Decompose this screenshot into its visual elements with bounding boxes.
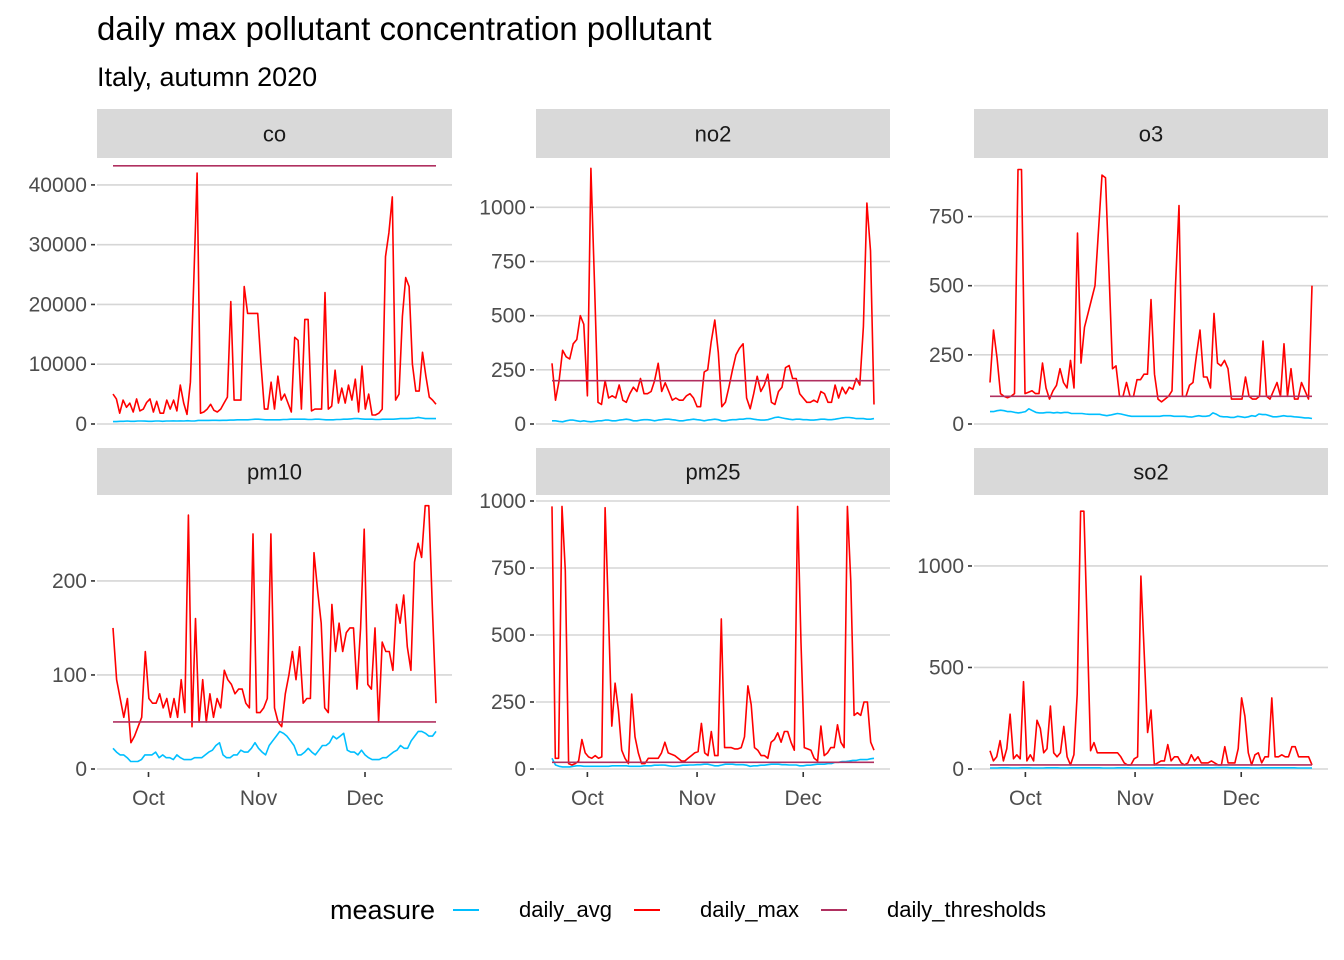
y-tick-label-pm10: 200 xyxy=(52,570,87,593)
legend-label-daily-thresholds: daily_thresholds xyxy=(887,897,1047,922)
y-tick-label-co: 10000 xyxy=(29,353,87,376)
y-tick-label-co: 20000 xyxy=(29,293,87,316)
chart-title: daily max pollutant concentration pollut… xyxy=(97,10,712,47)
legend-item-daily-max: daily_max xyxy=(634,897,799,923)
y-tick-label-no2: 1000 xyxy=(479,196,526,219)
y-tick-label-so2: 1000 xyxy=(917,555,964,578)
facet-strip-so2 xyxy=(974,448,1328,495)
facet-strip-pm25 xyxy=(536,448,890,495)
series-daily-avg-o3 xyxy=(990,408,1313,420)
y-tick-label-no2: 750 xyxy=(491,251,526,274)
facet-strip-pm10 xyxy=(97,448,452,495)
facet-strip-o3 xyxy=(974,109,1328,158)
series-daily-max-co xyxy=(112,172,437,416)
facet-label-pm10: pm10 xyxy=(247,460,302,485)
x-tick-label-pm10: Nov xyxy=(240,787,278,810)
y-tick-label-pm25: 250 xyxy=(491,691,526,714)
y-tick-label-pm25: 750 xyxy=(491,557,526,580)
legend-label-daily-max: daily_max xyxy=(700,897,800,922)
legend-key-daily-max xyxy=(634,909,660,911)
y-tick-label-pm25: 1000 xyxy=(479,490,526,513)
series-daily-avg-no2 xyxy=(552,416,875,423)
legend-item-daily-thresholds: daily_thresholds xyxy=(821,897,1046,923)
series-daily-max-pm25 xyxy=(551,505,875,766)
y-tick-label-o3: 250 xyxy=(929,344,964,367)
facet-label-so2: so2 xyxy=(1133,460,1168,485)
legend-label-daily-avg: daily_avg xyxy=(519,897,612,922)
legend-item-daily-avg: daily_avg xyxy=(453,897,612,923)
y-tick-label-so2: 500 xyxy=(929,656,964,679)
x-tick-label-pm25: Nov xyxy=(678,787,716,810)
y-tick-label-pm10: 0 xyxy=(75,758,87,781)
x-tick-label-pm25: Dec xyxy=(785,787,822,810)
legend: measure daily_avg daily_max daily_thresh… xyxy=(330,892,1068,928)
facet-label-co: co xyxy=(263,122,286,147)
facet-label-no2: no2 xyxy=(695,122,732,147)
y-tick-label-co: 40000 xyxy=(29,174,87,197)
facet-strip-co xyxy=(97,109,452,158)
y-tick-label-co: 30000 xyxy=(29,234,87,257)
facet-strip-no2 xyxy=(536,109,890,158)
y-tick-label-o3: 750 xyxy=(929,206,964,229)
x-tick-label-so2: Nov xyxy=(1116,787,1154,810)
y-tick-label-pm25: 0 xyxy=(514,758,526,781)
series-daily-max-so2 xyxy=(989,510,1313,766)
y-tick-label-no2: 500 xyxy=(491,305,526,328)
series-daily-max-no2 xyxy=(551,167,875,410)
x-tick-label-pm10: Oct xyxy=(132,787,165,810)
series-daily-avg-pm25 xyxy=(551,757,875,768)
series-daily-max-pm10 xyxy=(112,504,437,744)
y-tick-label-no2: 0 xyxy=(514,413,526,436)
y-tick-label-no2: 250 xyxy=(491,359,526,382)
y-tick-label-co: 0 xyxy=(75,413,87,436)
y-tick-label-so2: 0 xyxy=(952,758,964,781)
x-tick-label-pm10: Dec xyxy=(346,787,383,810)
facet-label-pm25: pm25 xyxy=(685,460,740,485)
series-daily-avg-pm10 xyxy=(112,730,437,763)
y-tick-label-o3: 0 xyxy=(952,413,964,436)
legend-title: measure xyxy=(330,894,436,925)
y-tick-label-pm10: 100 xyxy=(52,664,87,687)
chart-subtitle: Italy, autumn 2020 xyxy=(97,62,318,92)
facet-label-o3: o3 xyxy=(1139,122,1163,147)
x-tick-label-so2: Dec xyxy=(1223,787,1260,810)
y-tick-label-o3: 500 xyxy=(929,275,964,298)
series-daily-max-o3 xyxy=(989,168,1313,403)
y-tick-label-pm25: 500 xyxy=(491,624,526,647)
legend-key-daily-thresholds xyxy=(821,909,848,911)
legend-key-daily-avg xyxy=(453,909,480,911)
series-daily-avg-co xyxy=(113,416,436,423)
x-tick-label-so2: Oct xyxy=(1009,787,1042,810)
x-tick-label-pm25: Oct xyxy=(571,787,604,810)
